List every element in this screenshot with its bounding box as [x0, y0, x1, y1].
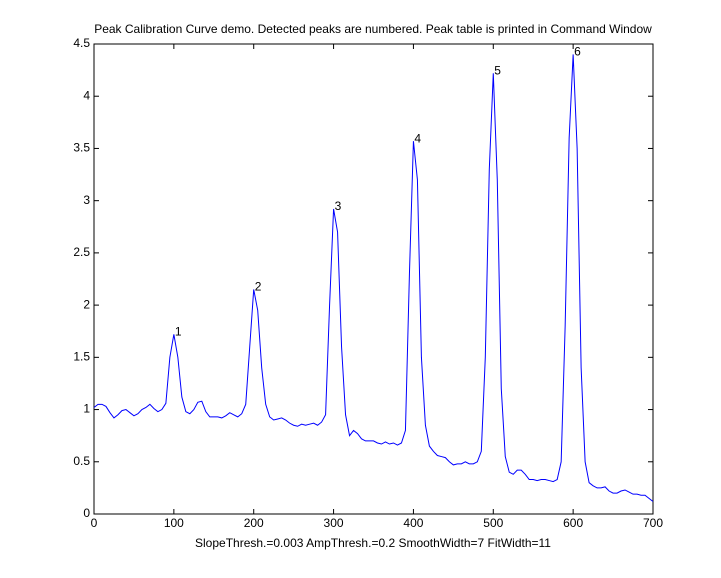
y-tick-label: 1.5 [73, 350, 90, 364]
peak-label: 6 [574, 45, 581, 59]
x-tick-label: 100 [164, 516, 184, 530]
x-tick-label: 300 [324, 516, 344, 530]
x-tick-label: 600 [563, 516, 583, 530]
y-tick-label: 0.5 [73, 454, 90, 468]
y-tick-label: 1 [83, 402, 90, 416]
y-tick-label: 2 [83, 297, 90, 311]
peak-label: 2 [255, 280, 262, 294]
peak-label: 5 [494, 63, 501, 77]
peak-label: 3 [335, 199, 342, 213]
y-tick-label: 3 [83, 193, 90, 207]
x-tick-label: 700 [643, 516, 663, 530]
x-tick-label: 500 [483, 516, 503, 530]
y-tick-label: 0 [83, 506, 90, 520]
chart-title: Peak Calibration Curve demo. Detected pe… [94, 22, 652, 36]
peak-label: 1 [175, 325, 182, 339]
x-axis-label: SlopeThresh.=0.003 AmpThresh.=0.2 Smooth… [195, 536, 551, 550]
y-tick-label: 4.5 [73, 36, 90, 50]
peak-label: 4 [414, 131, 421, 145]
y-tick-label: 4 [83, 88, 90, 102]
y-tick-label: 2.5 [73, 245, 90, 259]
x-tick-label: 0 [91, 516, 98, 530]
y-tick-label: 3.5 [73, 141, 90, 155]
data-line [93, 54, 654, 502]
x-tick-label: 200 [244, 516, 264, 530]
plot-box [93, 43, 654, 515]
x-tick-label: 400 [403, 516, 423, 530]
